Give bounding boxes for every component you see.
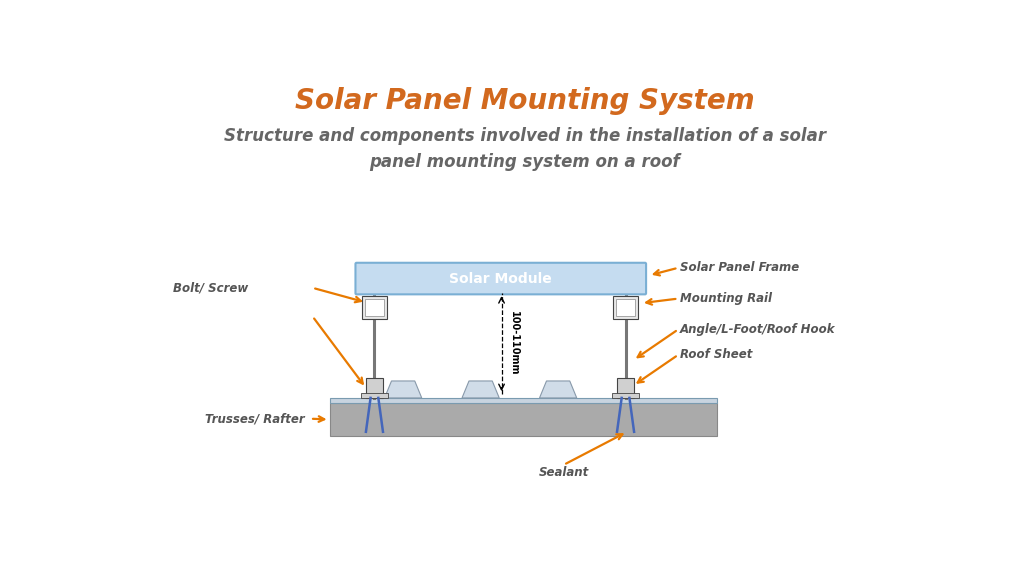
Bar [617,378,634,398]
Text: Sealant: Sealant [539,466,589,479]
Bar [330,403,717,435]
Polygon shape [462,381,500,398]
Bar [366,298,384,316]
Bar [612,393,639,398]
Bar [362,295,387,319]
Bar [616,298,635,316]
Text: Structure and components involved in the installation of a solar
panel mounting : Structure and components involved in the… [223,127,826,172]
Bar [361,393,388,398]
Text: Bolt/ Screw: Bolt/ Screw [173,281,248,294]
Polygon shape [385,381,422,398]
Text: Trusses/ Rafter: Trusses/ Rafter [205,412,305,425]
Bar [366,378,383,398]
Text: Solar Module: Solar Module [450,271,552,286]
Text: 100-110mm: 100-110mm [509,312,519,376]
Text: Angle/L-Foot/Roof Hook: Angle/L-Foot/Roof Hook [680,323,836,336]
Bar [613,295,638,319]
Bar [330,398,717,403]
Text: Roof Sheet: Roof Sheet [680,348,753,361]
Text: Solar Panel Mounting System: Solar Panel Mounting System [295,87,755,115]
Text: Mounting Rail: Mounting Rail [680,292,772,305]
Text: Solar Panel Frame: Solar Panel Frame [680,262,799,274]
FancyBboxPatch shape [355,263,646,294]
Polygon shape [540,381,577,398]
